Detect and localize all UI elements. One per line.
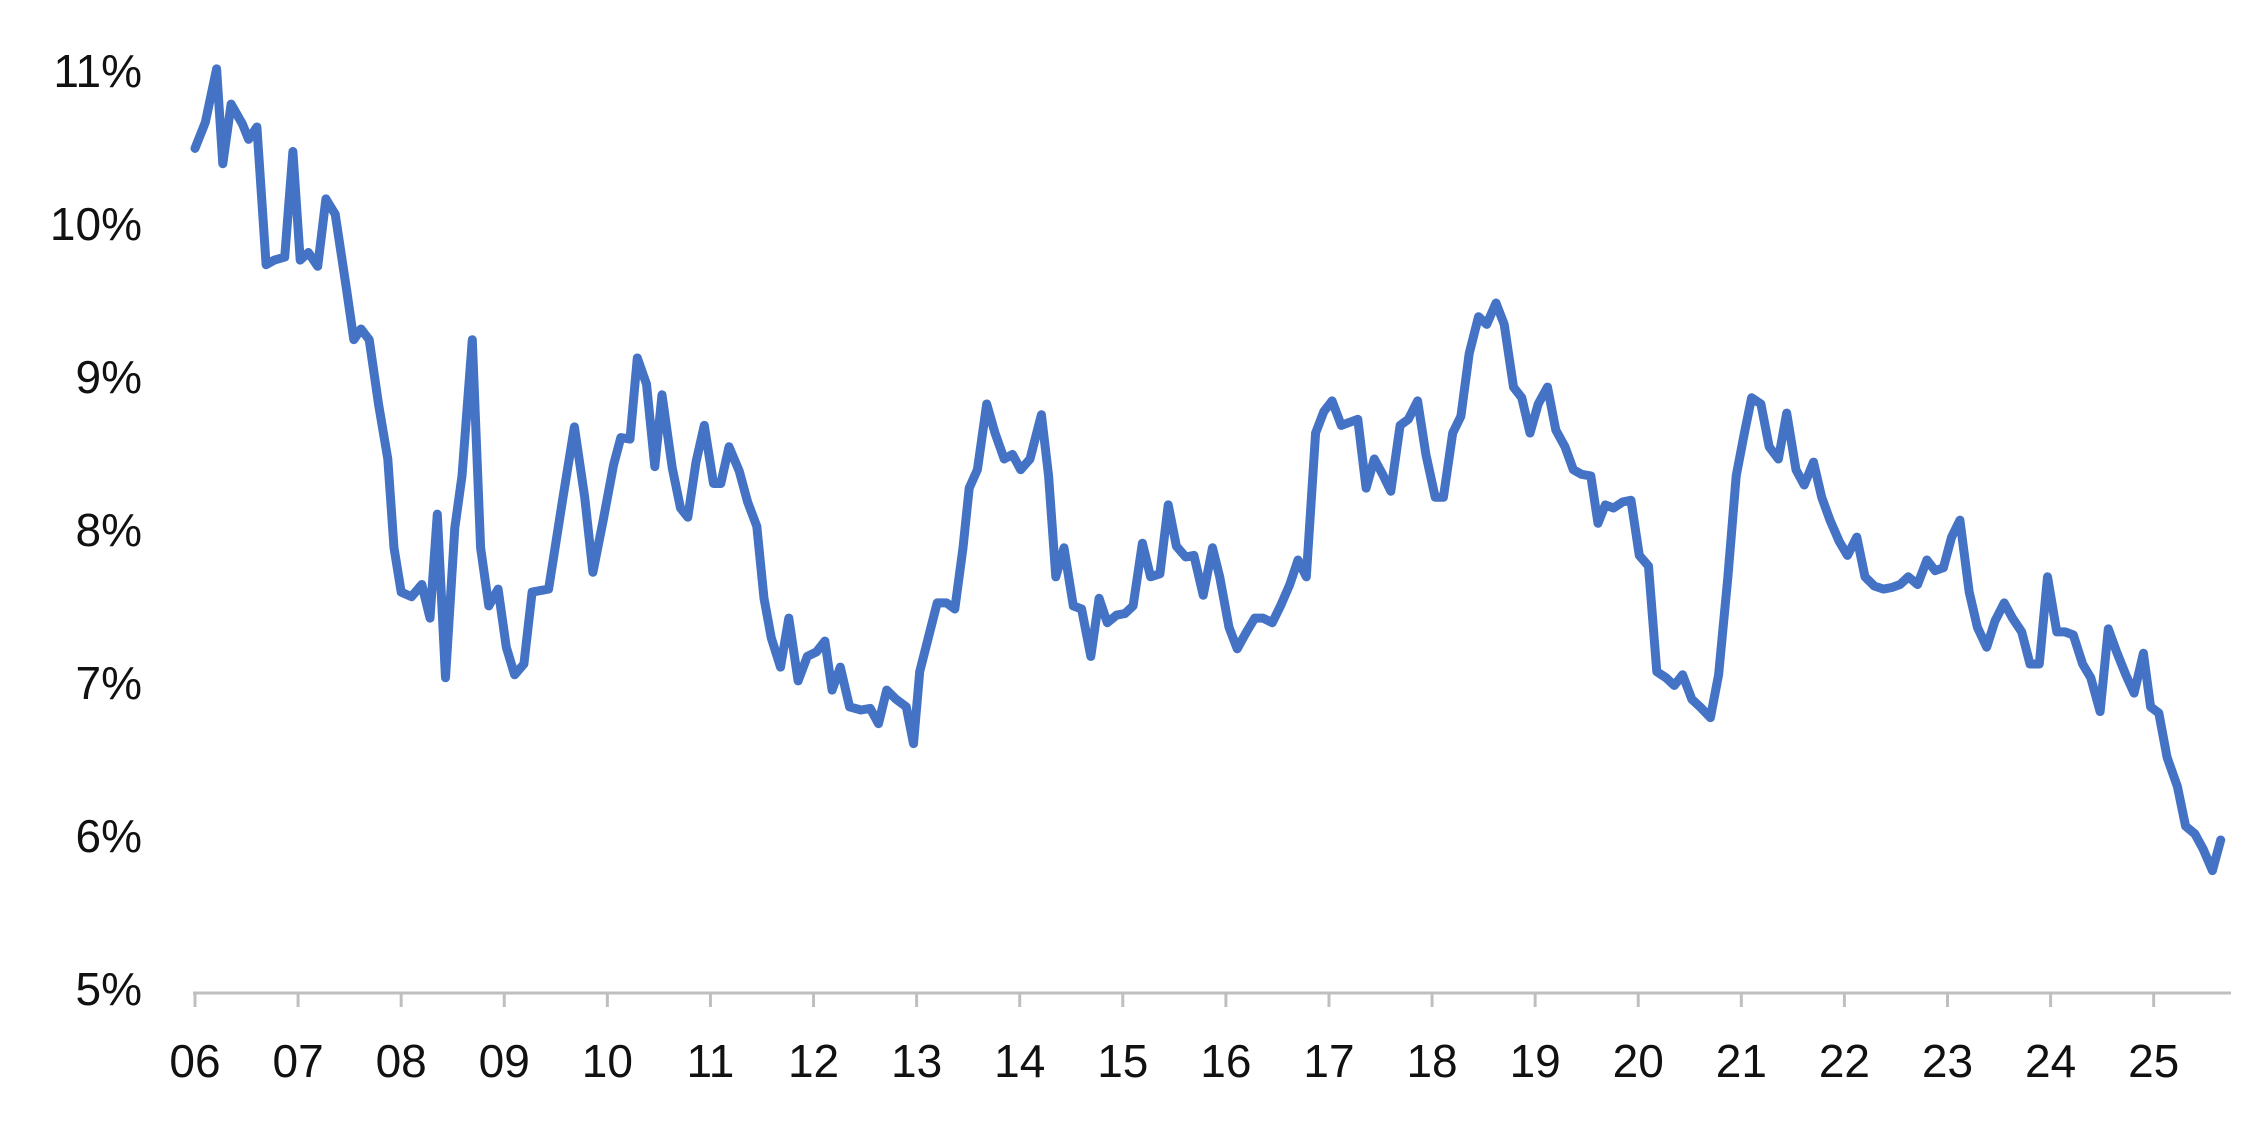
x-tick-label: 21 bbox=[1716, 1035, 1767, 1087]
x-tick-label: 23 bbox=[1922, 1035, 1973, 1087]
x-tick-label: 24 bbox=[2025, 1035, 2076, 1087]
x-tick-label: 15 bbox=[1097, 1035, 1148, 1087]
y-tick-label: 7% bbox=[76, 657, 142, 709]
x-tick-label: 16 bbox=[1200, 1035, 1251, 1087]
x-tick-label: 07 bbox=[273, 1035, 324, 1087]
x-tick-label: 17 bbox=[1303, 1035, 1354, 1087]
data-line bbox=[190, 64, 2226, 876]
y-tick-label: 10% bbox=[50, 198, 142, 250]
x-tick-label: 22 bbox=[1819, 1035, 1870, 1087]
x-tick-label: 14 bbox=[994, 1035, 1045, 1087]
x-tick-label: 25 bbox=[2128, 1035, 2179, 1087]
x-tick-label: 13 bbox=[891, 1035, 942, 1087]
x-tick-label: 20 bbox=[1613, 1035, 1664, 1087]
x-tick-label: 19 bbox=[1510, 1035, 1561, 1087]
x-tick-label: 11 bbox=[687, 1035, 735, 1087]
x-tick-label: 09 bbox=[479, 1035, 530, 1087]
x-tick-label: 06 bbox=[169, 1035, 220, 1087]
y-tick-label: 9% bbox=[76, 351, 142, 403]
y-tick-label: 5% bbox=[76, 963, 142, 1015]
x-tick-label: 08 bbox=[376, 1035, 427, 1087]
y-tick-label: 6% bbox=[76, 810, 142, 862]
y-tick-label: 11% bbox=[53, 45, 142, 97]
y-tick-label: 8% bbox=[76, 504, 142, 556]
x-tick-label: 12 bbox=[788, 1035, 839, 1087]
x-tick-label: 10 bbox=[582, 1035, 633, 1087]
x-tick-label: 18 bbox=[1406, 1035, 1457, 1087]
